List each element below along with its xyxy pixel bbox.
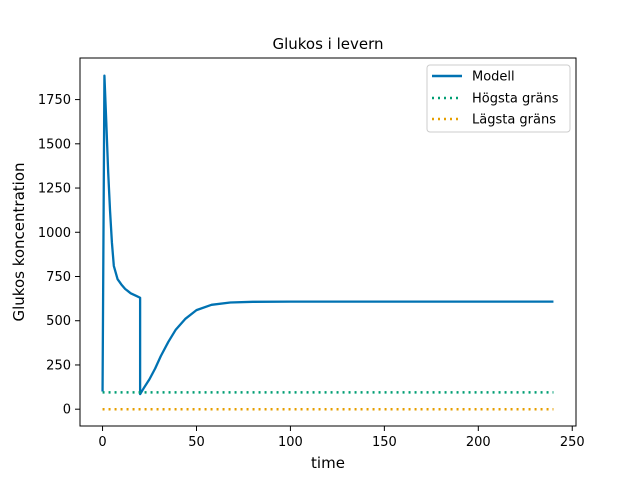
- y-tick-label: 750: [46, 270, 71, 285]
- x-tick-label: 50: [188, 435, 205, 450]
- y-tick-label: 500: [46, 314, 71, 329]
- legend-frame: [426, 64, 571, 133]
- x-tick-label: 250: [560, 435, 585, 450]
- y-tick-label: 1750: [38, 93, 71, 108]
- plot-frame: [79, 57, 577, 427]
- y-tick-label: 1250: [38, 182, 71, 197]
- y-tick-label: 1500: [38, 137, 71, 152]
- y-tick-label: 0: [63, 403, 71, 418]
- legend-label-lagsta-grans: Lägsta gräns: [472, 113, 556, 128]
- x-axis-label: time: [311, 454, 345, 472]
- x-tick-label: 0: [98, 435, 106, 450]
- series-layer: [101, 74, 554, 411]
- legend-label-hogsta-grans: Högsta gräns: [472, 92, 559, 107]
- ticks-layer: 0 50 100 150 200 250 0 250 500 750 1000 1250 1500 175…: [38, 93, 585, 450]
- chart-title: Glukos i levern: [272, 35, 383, 53]
- x-tick-label: 100: [278, 435, 303, 450]
- x-tick-label: 200: [466, 435, 491, 450]
- y-tick-label: 250: [46, 358, 71, 373]
- x-tick-label: 150: [372, 435, 397, 450]
- y-tick-label: 1000: [38, 226, 71, 241]
- y-axis-label: Glukos koncentration: [10, 162, 28, 321]
- legend: Modell Högsta gräns Lägsta gräns: [426, 64, 571, 133]
- series-line-modell: [101, 74, 554, 396]
- legend-label-modell: Modell: [472, 70, 515, 85]
